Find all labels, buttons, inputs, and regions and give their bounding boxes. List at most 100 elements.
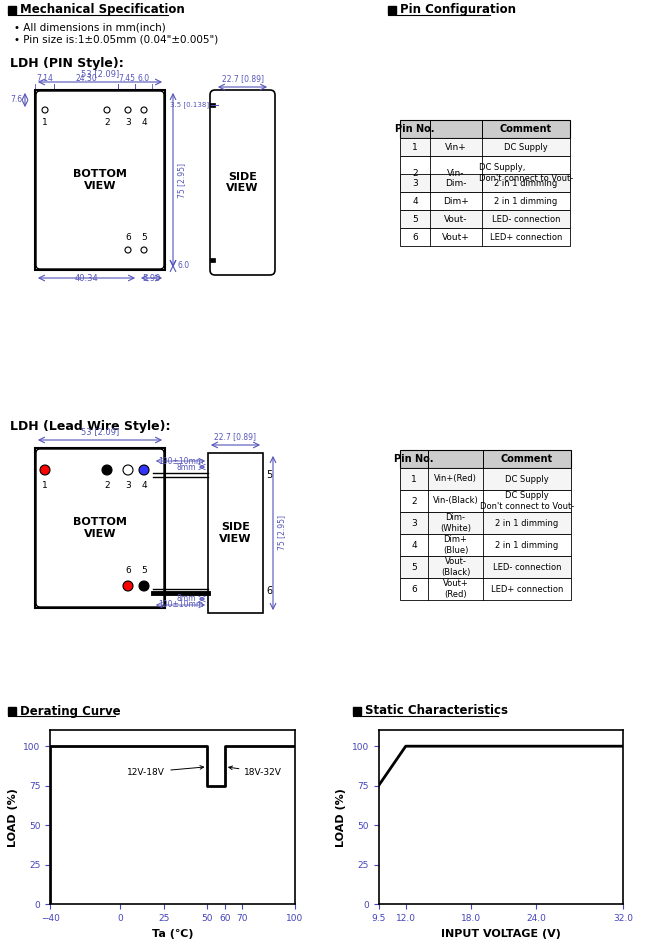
Text: Vin+: Vin+	[445, 143, 467, 151]
Text: Vin-(Black): Vin-(Black)	[433, 496, 478, 506]
Text: Vout+: Vout+	[442, 232, 470, 242]
Bar	[8, 707, 16, 715]
Bar	[400, 192, 570, 210]
Text: Pin No.: Pin No.	[394, 454, 433, 464]
Text: LED- connection: LED- connection	[492, 562, 561, 572]
Text: LED+ connection: LED+ connection	[490, 232, 562, 242]
Text: 100±10mm: 100±10mm	[158, 457, 203, 466]
Text: 4: 4	[141, 481, 147, 490]
Bar	[400, 578, 571, 600]
Text: 53 [2.09]: 53 [2.09]	[81, 427, 119, 436]
Text: 3: 3	[412, 179, 418, 187]
Text: 2 in 1 dimming: 2 in 1 dimming	[495, 540, 559, 550]
Text: Vout+
(Red): Vout+ (Red)	[443, 579, 468, 599]
Text: Dim+: Dim+	[443, 196, 469, 206]
Text: 18V-32V: 18V-32V	[228, 766, 282, 776]
Text: LDH (Lead Wire Style):: LDH (Lead Wire Style):	[10, 420, 170, 433]
Bar	[400, 174, 570, 192]
Text: 7.6: 7.6	[10, 96, 22, 104]
Text: • Pin size is:1±0.05mm (0.04"±0.005"): • Pin size is:1±0.05mm (0.04"±0.005")	[14, 34, 218, 44]
Text: • All dimensions in mm(inch): • All dimensions in mm(inch)	[14, 23, 165, 33]
Text: 53 [2.09]: 53 [2.09]	[81, 69, 119, 78]
Bar	[353, 707, 361, 715]
Text: 3: 3	[125, 118, 131, 127]
Text: 6.0: 6.0	[137, 74, 149, 83]
Bar	[400, 210, 570, 228]
Text: LDH (PIN Style):: LDH (PIN Style):	[10, 57, 124, 70]
Text: 24.30: 24.30	[75, 74, 97, 83]
Text: BOTTOM
VIEW: BOTTOM VIEW	[73, 517, 127, 539]
Text: Vout-
(Black): Vout- (Black)	[441, 557, 470, 577]
Text: 8mm: 8mm	[176, 463, 196, 472]
Bar	[400, 450, 571, 468]
Text: 1: 1	[412, 143, 418, 151]
Text: 6: 6	[125, 566, 131, 575]
Text: 5: 5	[266, 470, 272, 480]
Text: SIDE
VIEW: SIDE VIEW	[226, 172, 259, 194]
Text: Derating Curve: Derating Curve	[20, 704, 121, 717]
Text: DC Supply
Don't connect to Vout-: DC Supply Don't connect to Vout-	[480, 492, 574, 510]
Text: 4: 4	[411, 540, 417, 550]
Text: 100±10mm: 100±10mm	[158, 600, 203, 609]
Bar	[400, 228, 570, 246]
Text: DC Supply,
Don't connect to Vout-: DC Supply, Don't connect to Vout-	[479, 164, 573, 182]
Text: Comment: Comment	[500, 124, 552, 134]
Text: Vout-: Vout-	[444, 214, 468, 224]
Y-axis label: LOAD (%): LOAD (%)	[8, 788, 17, 847]
Text: 6: 6	[125, 233, 131, 242]
Text: Comment: Comment	[501, 454, 553, 464]
Text: Mechanical Specification: Mechanical Specification	[20, 4, 185, 17]
Circle shape	[139, 465, 149, 475]
Circle shape	[123, 465, 133, 475]
Text: Dim+
(Blue): Dim+ (Blue)	[443, 535, 468, 555]
Text: 6: 6	[412, 232, 418, 242]
Text: Vin+(Red): Vin+(Red)	[434, 475, 477, 483]
Text: 1: 1	[42, 481, 48, 490]
Bar	[400, 490, 571, 512]
Text: 3.5 [0.138]: 3.5 [0.138]	[170, 102, 209, 108]
Text: 5: 5	[412, 214, 418, 224]
Text: Static Characteristics: Static Characteristics	[365, 704, 508, 717]
X-axis label: INPUT VOLTAGE (V): INPUT VOLTAGE (V)	[441, 929, 561, 938]
Text: 7.14: 7.14	[36, 74, 53, 83]
Text: 4: 4	[141, 118, 147, 127]
Text: 22.7 [0.89]: 22.7 [0.89]	[214, 432, 257, 441]
Text: LED- connection: LED- connection	[492, 214, 560, 224]
Text: 5.90: 5.90	[142, 274, 161, 283]
Text: 5: 5	[141, 233, 147, 242]
Text: LED+ connection: LED+ connection	[491, 585, 563, 593]
Text: DC Supply: DC Supply	[505, 475, 549, 483]
Bar	[400, 156, 570, 190]
Text: 75 [2.95]: 75 [2.95]	[177, 163, 186, 197]
Text: 2: 2	[105, 118, 110, 127]
Text: 22.7 [0.89]: 22.7 [0.89]	[222, 74, 263, 83]
Bar	[400, 138, 570, 156]
Text: 7.45: 7.45	[118, 74, 135, 83]
Bar	[388, 6, 396, 14]
Text: 5: 5	[411, 562, 417, 572]
Bar	[400, 512, 571, 534]
Bar	[35, 90, 165, 270]
Text: Vin-: Vin-	[448, 168, 465, 178]
Bar	[400, 534, 571, 556]
Text: 2 in 1 dimming: 2 in 1 dimming	[495, 519, 559, 527]
Bar	[210, 103, 215, 107]
Text: 4: 4	[412, 196, 418, 206]
Text: 6: 6	[411, 585, 417, 593]
Circle shape	[102, 465, 112, 475]
Text: SIDE
VIEW: SIDE VIEW	[219, 523, 252, 544]
Bar	[400, 556, 571, 578]
Text: 6: 6	[266, 586, 272, 596]
Text: 2: 2	[412, 168, 418, 178]
Text: Pin No.: Pin No.	[395, 124, 435, 134]
Text: 5: 5	[141, 566, 147, 575]
Text: 2: 2	[105, 481, 110, 490]
Bar	[210, 258, 215, 262]
Text: 75 [2.95]: 75 [2.95]	[277, 515, 286, 551]
Text: Dim-
(White): Dim- (White)	[440, 513, 471, 533]
Text: 3: 3	[411, 519, 417, 527]
Text: 1: 1	[42, 118, 48, 127]
Text: Dim-: Dim-	[446, 179, 467, 187]
Text: Pin Configuration: Pin Configuration	[400, 4, 516, 17]
Circle shape	[40, 465, 50, 475]
